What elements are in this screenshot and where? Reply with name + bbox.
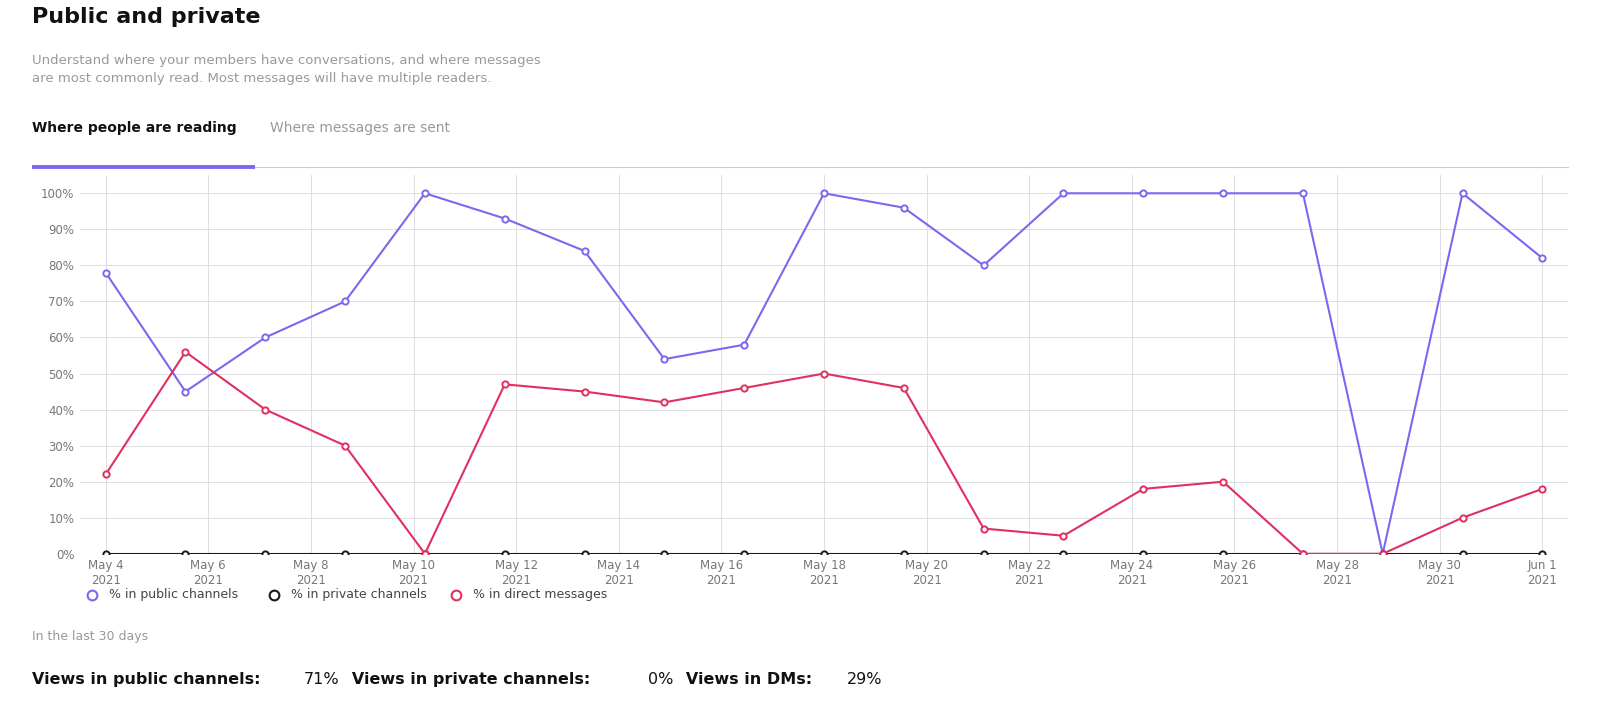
Text: % in public channels: % in public channels — [109, 588, 238, 601]
Text: Public and private: Public and private — [32, 7, 261, 27]
Text: 0%: 0% — [648, 672, 674, 687]
Text: 71%: 71% — [304, 672, 339, 687]
Text: Where people are reading: Where people are reading — [32, 121, 237, 135]
Text: Views in public channels:: Views in public channels: — [32, 672, 266, 687]
Text: % in private channels: % in private channels — [291, 588, 427, 601]
Text: Views in DMs:: Views in DMs: — [669, 672, 818, 687]
Text: In the last 30 days: In the last 30 days — [32, 630, 149, 643]
Text: % in direct messages: % in direct messages — [474, 588, 608, 601]
Text: Where messages are sent: Where messages are sent — [270, 121, 450, 135]
Text: 29%: 29% — [846, 672, 882, 687]
Text: Views in private channels:: Views in private channels: — [334, 672, 595, 687]
Text: Understand where your members have conversations, and where messages
are most co: Understand where your members have conve… — [32, 54, 541, 86]
